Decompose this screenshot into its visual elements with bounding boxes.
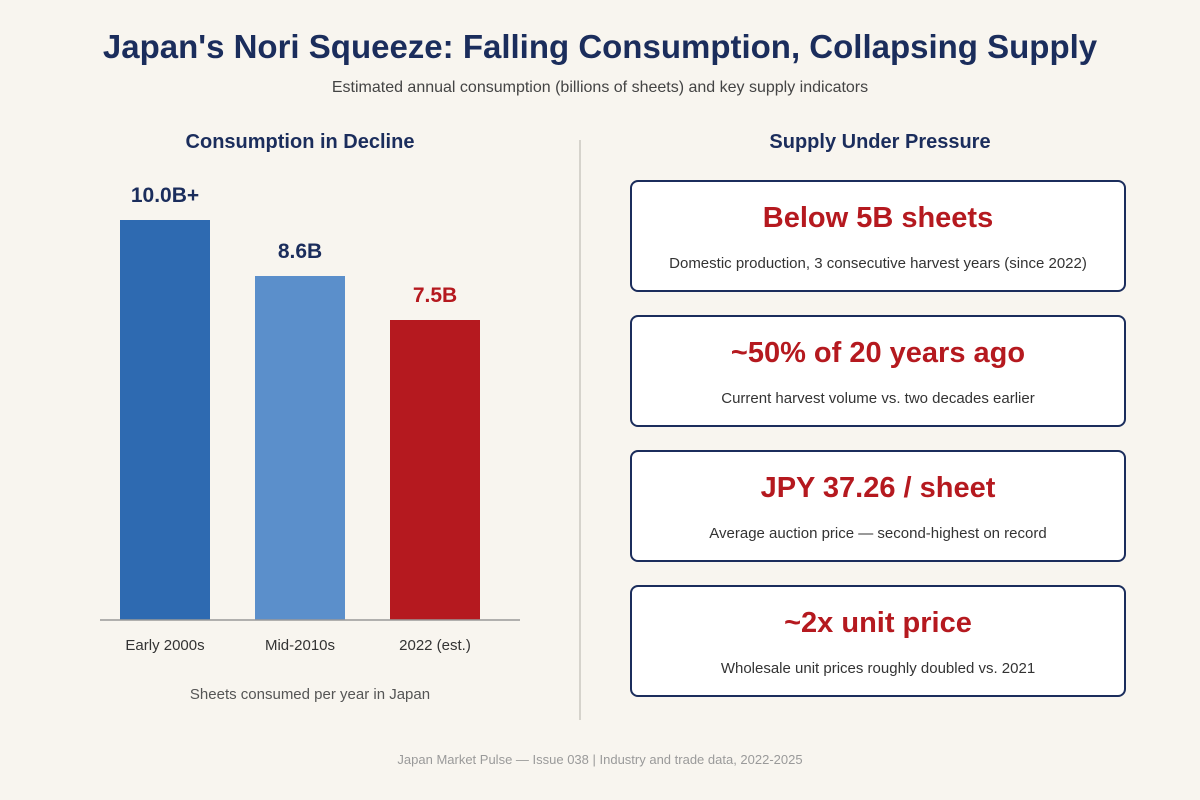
supply-card-headline: Below 5B sheets — [762, 202, 994, 234]
supply-card-headline: ~50% of 20 years ago — [730, 337, 1026, 369]
bar-value-label: 8.6B — [278, 240, 322, 263]
x-tick-label: 2022 (est.) — [399, 637, 471, 654]
bar-value-label: 7.5B — [413, 284, 457, 307]
supply-card-detail: Wholesale unit prices roughly doubled vs… — [720, 660, 1036, 677]
supply-card-detail: Domestic production, 3 consecutive harve… — [669, 255, 1087, 272]
supply-card-detail: Average auction price — second-highest o… — [709, 525, 1047, 542]
page-subtitle: Estimated annual consumption (billions o… — [331, 79, 869, 96]
supply-card-production: Below 5B sheets Domestic production, 3 c… — [630, 180, 1126, 292]
bar-value-label: 10.0B+ — [131, 184, 199, 207]
consumption-panel-title: Consumption in Decline — [185, 131, 415, 153]
bar — [390, 320, 480, 620]
bar — [255, 276, 345, 620]
supply-panel-title: Supply Under Pressure — [769, 131, 991, 153]
supply-card-headline: ~2x unit price — [784, 607, 972, 639]
supply-card-detail: Current harvest volume vs. two decades e… — [721, 390, 1035, 407]
supply-card-harvest-volume: ~50% of 20 years ago Current harvest vol… — [630, 315, 1126, 427]
consumption-bar-chart: 10.0B+ Early 2000s 8.6B Mid-2010s 7.5B 2022 (… — [100, 184, 520, 703]
supply-card-headline: JPY 37.26 / sheet — [760, 472, 996, 504]
x-axis-label: Sheets consumed per year in Japan — [190, 686, 430, 703]
bar — [120, 220, 210, 620]
panel-divider — [579, 140, 581, 720]
x-tick-label: Mid-2010s — [265, 637, 335, 654]
page-footer: Japan Market Pulse — Issue 038 | Industr… — [397, 752, 803, 767]
x-tick-label: Early 2000s — [125, 637, 204, 654]
page-title: Japan's Nori Squeeze: Falling Consumptio… — [102, 28, 1098, 65]
supply-card-auction-price: JPY 37.26 / sheet Average auction price … — [630, 450, 1126, 562]
supply-card-unit-price: ~2x unit price Wholesale unit prices rou… — [630, 585, 1126, 697]
